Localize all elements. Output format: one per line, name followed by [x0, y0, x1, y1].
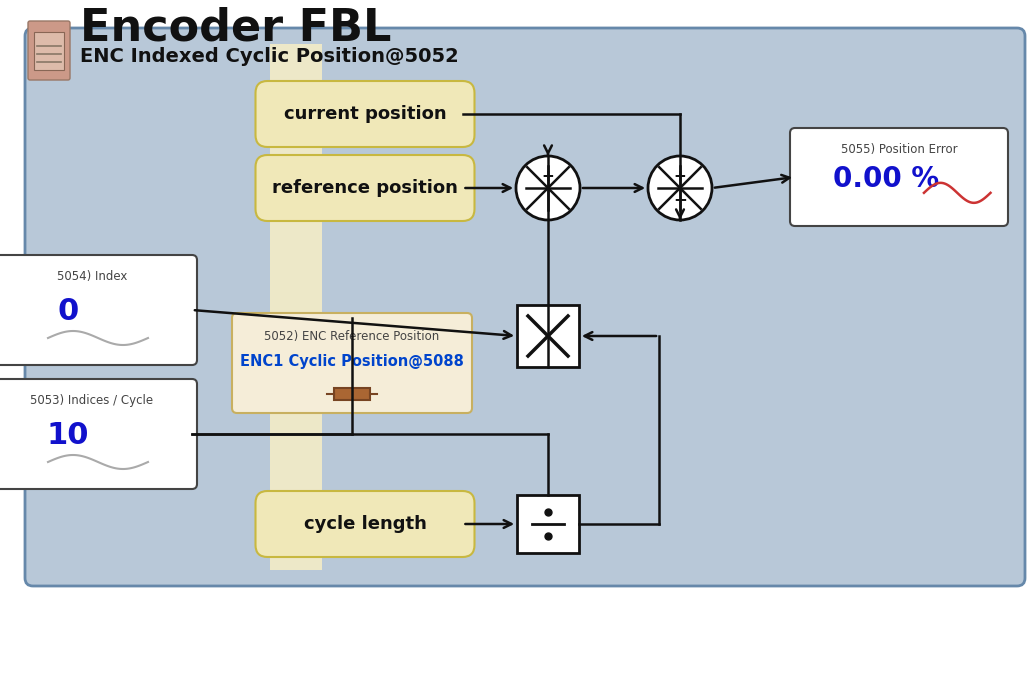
FancyBboxPatch shape	[790, 128, 1008, 226]
FancyBboxPatch shape	[255, 491, 475, 557]
FancyBboxPatch shape	[34, 32, 64, 70]
Text: ENC Indexed Cyclic Position@5052: ENC Indexed Cyclic Position@5052	[80, 47, 458, 66]
Text: reference position: reference position	[272, 179, 458, 197]
FancyBboxPatch shape	[25, 28, 1025, 586]
Text: 5055) Position Error: 5055) Position Error	[840, 143, 957, 156]
Ellipse shape	[648, 156, 712, 220]
FancyBboxPatch shape	[517, 305, 579, 367]
Text: Encoder FBL: Encoder FBL	[80, 7, 391, 49]
Text: +: +	[674, 169, 686, 185]
FancyBboxPatch shape	[334, 388, 370, 400]
Ellipse shape	[516, 156, 580, 220]
FancyBboxPatch shape	[255, 155, 475, 221]
FancyBboxPatch shape	[232, 313, 472, 413]
Text: current position: current position	[283, 105, 446, 123]
FancyBboxPatch shape	[28, 21, 70, 80]
Text: 0: 0	[58, 297, 78, 327]
Text: ENC1 Cyclic Position@5088: ENC1 Cyclic Position@5088	[240, 354, 464, 368]
FancyBboxPatch shape	[517, 495, 579, 553]
Text: 5053) Indices / Cycle: 5053) Indices / Cycle	[31, 394, 153, 407]
FancyBboxPatch shape	[0, 379, 197, 489]
Text: +: +	[542, 169, 554, 185]
Text: 5054) Index: 5054) Index	[57, 270, 127, 283]
FancyBboxPatch shape	[255, 81, 475, 147]
Text: cycle length: cycle length	[304, 515, 426, 533]
Text: 10: 10	[46, 422, 90, 450]
Text: −: −	[673, 190, 687, 208]
Polygon shape	[270, 44, 322, 570]
Text: 0.00 %: 0.00 %	[833, 165, 939, 193]
FancyBboxPatch shape	[0, 255, 197, 365]
Text: 5052) ENC Reference Position: 5052) ENC Reference Position	[265, 330, 440, 343]
